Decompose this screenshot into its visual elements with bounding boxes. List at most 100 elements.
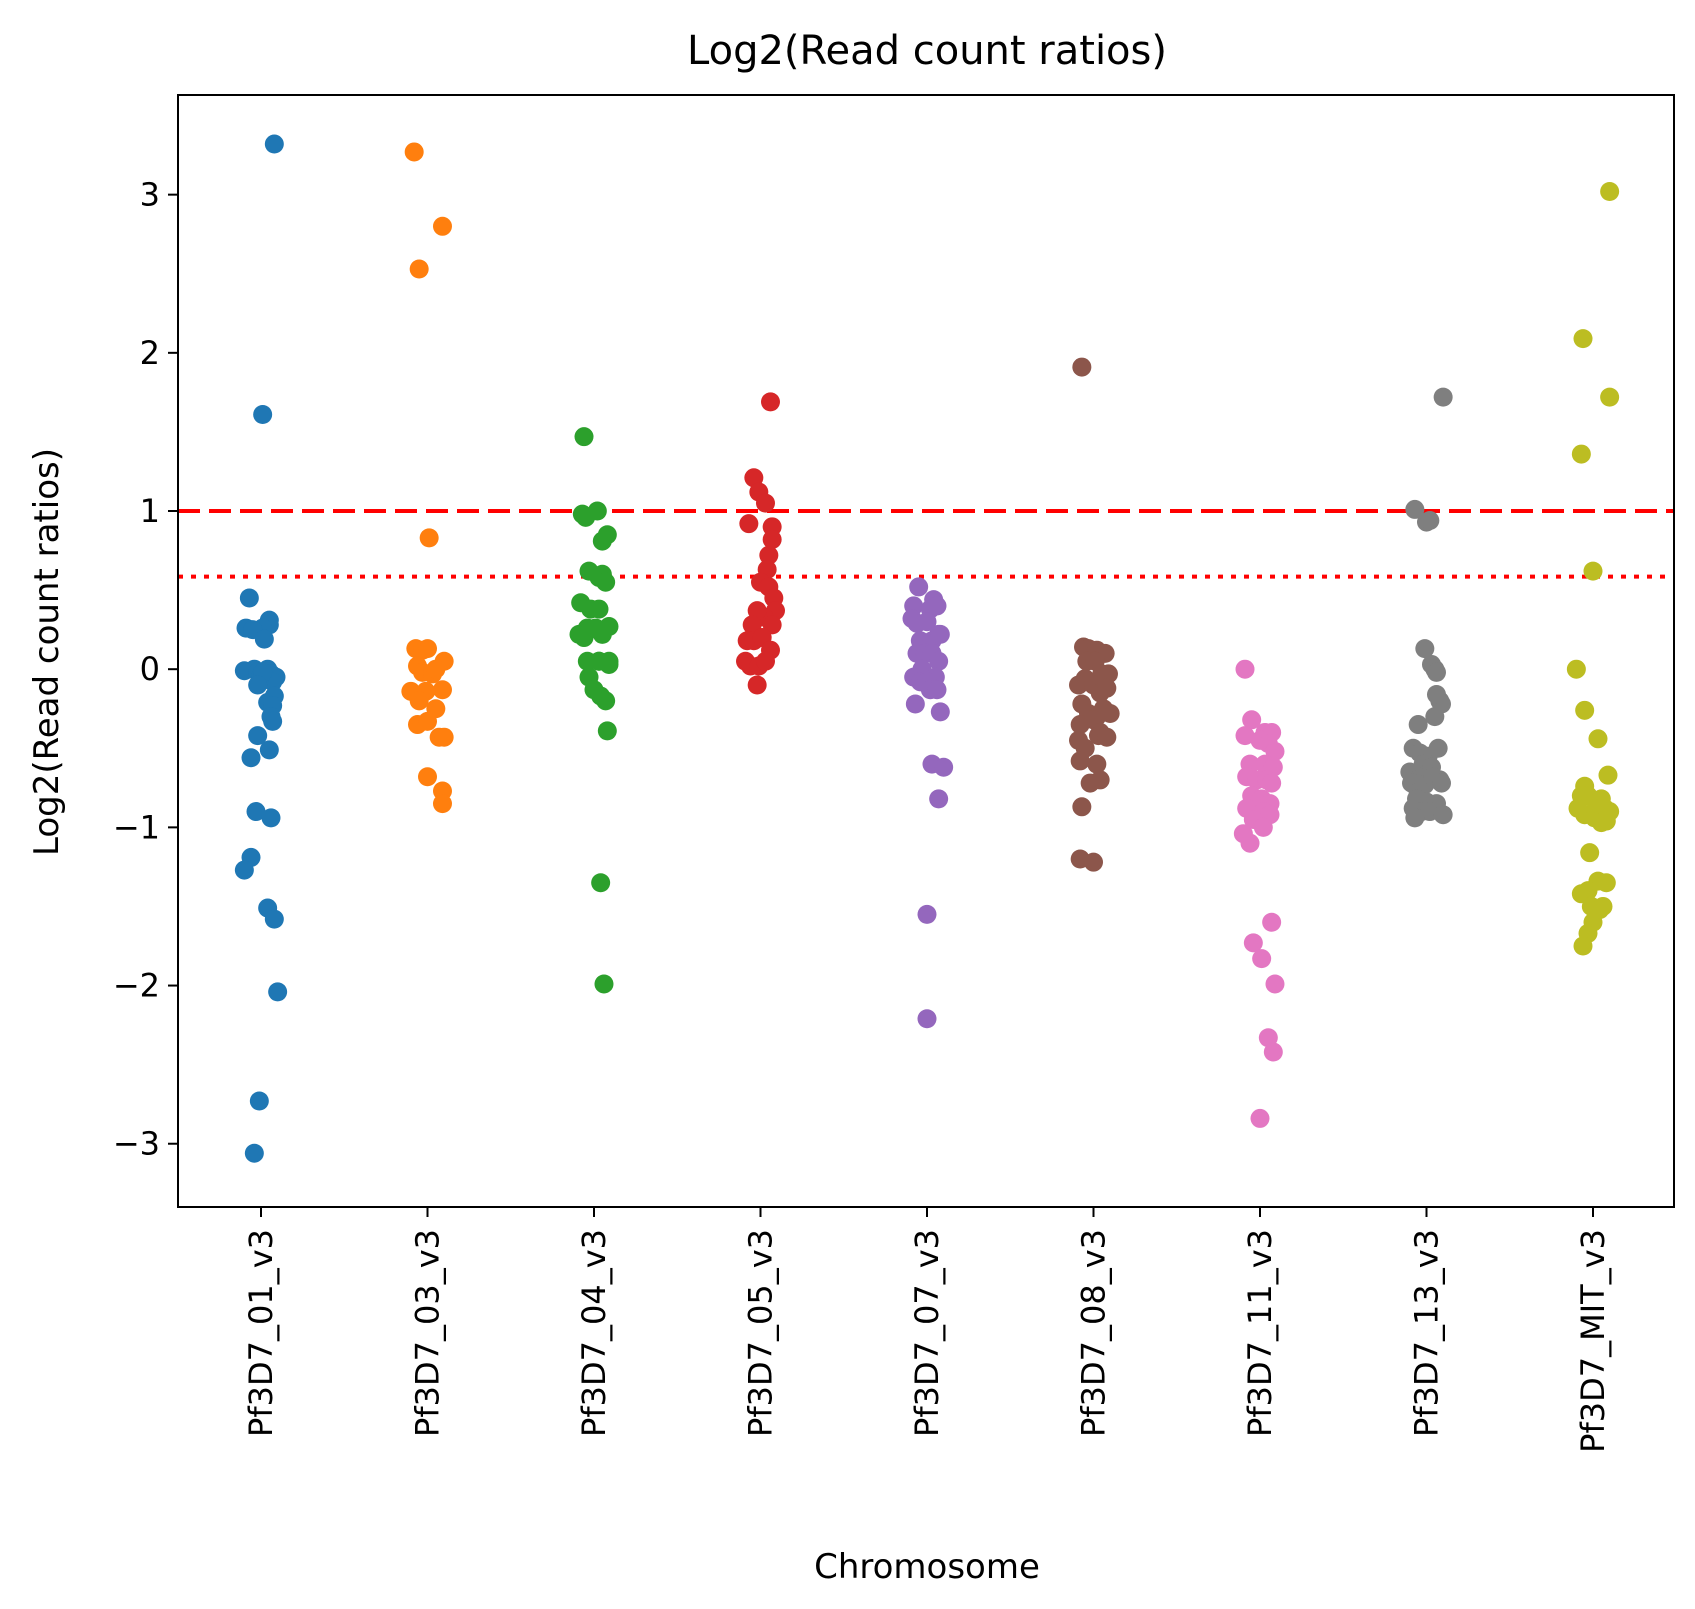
point-Pf3D7_08_v3 [1097, 678, 1117, 698]
y-axis-label: Log2(Read count ratios) [27, 448, 67, 856]
point-Pf3D7_07_v3 [929, 789, 949, 809]
point-Pf3D7_05_v3 [755, 651, 775, 671]
point-Pf3D7_11_v3 [1265, 974, 1285, 994]
x-tick-label: Pf3D7_08_v3 [1075, 1229, 1113, 1437]
point-Pf3D7_13_v3 [1426, 662, 1446, 682]
point-Pf3D7_01_v3 [254, 629, 274, 649]
point-Pf3D7_03_v3 [426, 659, 446, 679]
point-Pf3D7_05_v3 [755, 493, 775, 513]
point-Pf3D7_MIT_v3 [1583, 561, 1603, 581]
point-Pf3D7_01_v3 [244, 1143, 264, 1163]
point-Pf3D7_01_v3 [261, 808, 281, 828]
point-Pf3D7_07_v3 [930, 624, 950, 644]
x-tick-label: Pf3D7_01_v3 [242, 1229, 280, 1437]
x-axis-label: Chromosome [814, 1547, 1040, 1587]
point-Pf3D7_13_v3 [1420, 511, 1440, 531]
y-tick-label: 3 [140, 176, 160, 214]
point-Pf3D7_03_v3 [432, 216, 452, 236]
point-Pf3D7_08_v3 [1090, 770, 1110, 790]
x-tick-label: Pf3D7_03_v3 [409, 1229, 447, 1437]
point-Pf3D7_01_v3 [241, 748, 261, 768]
point-Pf3D7_08_v3 [1097, 727, 1117, 747]
point-Pf3D7_01_v3 [268, 982, 288, 1002]
point-Pf3D7_MIT_v3 [1598, 802, 1618, 822]
point-Pf3D7_13_v3 [1431, 773, 1451, 793]
point-Pf3D7_07_v3 [917, 1009, 937, 1029]
point-Pf3D7_04_v3 [591, 873, 611, 893]
point-Pf3D7_07_v3 [929, 651, 949, 671]
point-Pf3D7_11_v3 [1262, 912, 1282, 932]
point-Pf3D7_13_v3 [1428, 738, 1448, 758]
point-Pf3D7_13_v3 [1408, 715, 1428, 735]
point-Pf3D7_01_v3 [263, 711, 283, 731]
point-Pf3D7_MIT_v3 [1573, 936, 1593, 956]
point-Pf3D7_11_v3 [1262, 773, 1282, 793]
y-tick-label: −2 [113, 967, 160, 1005]
y-axis: −3 −2 −1 0 1 2 3 [113, 176, 178, 1163]
reference-lines [178, 509, 1674, 579]
point-Pf3D7_03_v3 [418, 767, 437, 787]
x-tick-label: Pf3D7_MIT_v3 [1574, 1229, 1612, 1453]
point-Pf3D7_04_v3 [589, 599, 609, 619]
point-Pf3D7_MIT_v3 [1598, 765, 1618, 785]
point-Pf3D7_11_v3 [1252, 949, 1272, 969]
point-Pf3D7_MIT_v3 [1600, 181, 1620, 201]
y-tick-label: −1 [113, 808, 160, 846]
point-Pf3D7_05_v3 [747, 675, 767, 695]
point-Pf3D7_04_v3 [597, 525, 617, 545]
x-tick-label: Pf3D7_04_v3 [575, 1229, 613, 1437]
point-Pf3D7_03_v3 [409, 691, 429, 711]
point-Pf3D7_11_v3 [1253, 817, 1273, 837]
point-Pf3D7_08_v3 [1100, 703, 1120, 723]
point-Pf3D7_08_v3 [1098, 664, 1118, 684]
point-Pf3D7_04_v3 [576, 507, 596, 527]
point-Pf3D7_04_v3 [594, 974, 614, 994]
point-Pf3D7_MIT_v3 [1568, 798, 1588, 818]
point-Pf3D7_MIT_v3 [1566, 659, 1586, 679]
y-tick-label: 2 [140, 334, 160, 372]
point-Pf3D7_07_v3 [905, 694, 925, 714]
point-Pf3D7_04_v3 [596, 691, 616, 711]
point-Pf3D7_MIT_v3 [1571, 444, 1591, 464]
point-Pf3D7_04_v3 [574, 427, 594, 447]
point-Pf3D7_MIT_v3 [1596, 873, 1616, 893]
point-Pf3D7_03_v3 [419, 528, 439, 548]
point-Pf3D7_03_v3 [409, 259, 429, 279]
point-Pf3D7_05_v3 [739, 514, 759, 534]
point-Pf3D7_03_v3 [432, 680, 452, 700]
point-Pf3D7_05_v3 [760, 392, 780, 412]
point-Pf3D7_04_v3 [592, 624, 612, 644]
point-Pf3D7_04_v3 [599, 654, 619, 674]
y-tick-label: −3 [113, 1125, 160, 1163]
point-Pf3D7_08_v3 [1084, 852, 1103, 872]
point-Pf3D7_13_v3 [1433, 387, 1453, 407]
point-Pf3D7_07_v3 [930, 702, 950, 722]
point-Pf3D7_08_v3 [1069, 675, 1089, 695]
point-Pf3D7_01_v3 [264, 134, 284, 154]
point-Pf3D7_01_v3 [259, 740, 279, 760]
x-tick-label: Pf3D7_05_v3 [742, 1229, 780, 1437]
point-Pf3D7_08_v3 [1072, 797, 1092, 817]
point-Pf3D7_11_v3 [1235, 726, 1255, 746]
point-Pf3D7_08_v3 [1070, 751, 1090, 771]
point-Pf3D7_03_v3 [418, 639, 437, 659]
x-tick-label: Pf3D7_13_v3 [1408, 1229, 1446, 1437]
point-Pf3D7_11_v3 [1242, 710, 1262, 730]
point-Pf3D7_11_v3 [1240, 833, 1260, 853]
point-Pf3D7_05_v3 [759, 545, 779, 565]
y-tick-label: 0 [140, 650, 160, 688]
point-Pf3D7_03_v3 [432, 794, 452, 814]
point-Pf3D7_03_v3 [418, 711, 437, 731]
point-Pf3D7_07_v3 [917, 904, 937, 924]
x-tick-label: Pf3D7_07_v3 [908, 1229, 946, 1437]
point-Pf3D7_11_v3 [1243, 933, 1263, 953]
point-Pf3D7_13_v3 [1426, 684, 1446, 704]
point-Pf3D7_MIT_v3 [1580, 843, 1600, 863]
point-Pf3D7_03_v3 [404, 142, 424, 162]
point-Pf3D7_01_v3 [248, 726, 268, 746]
point-Pf3D7_MIT_v3 [1573, 329, 1593, 349]
point-Pf3D7_13_v3 [1405, 808, 1425, 828]
point-Pf3D7_01_v3 [249, 1091, 269, 1111]
point-Pf3D7_01_v3 [248, 675, 268, 695]
